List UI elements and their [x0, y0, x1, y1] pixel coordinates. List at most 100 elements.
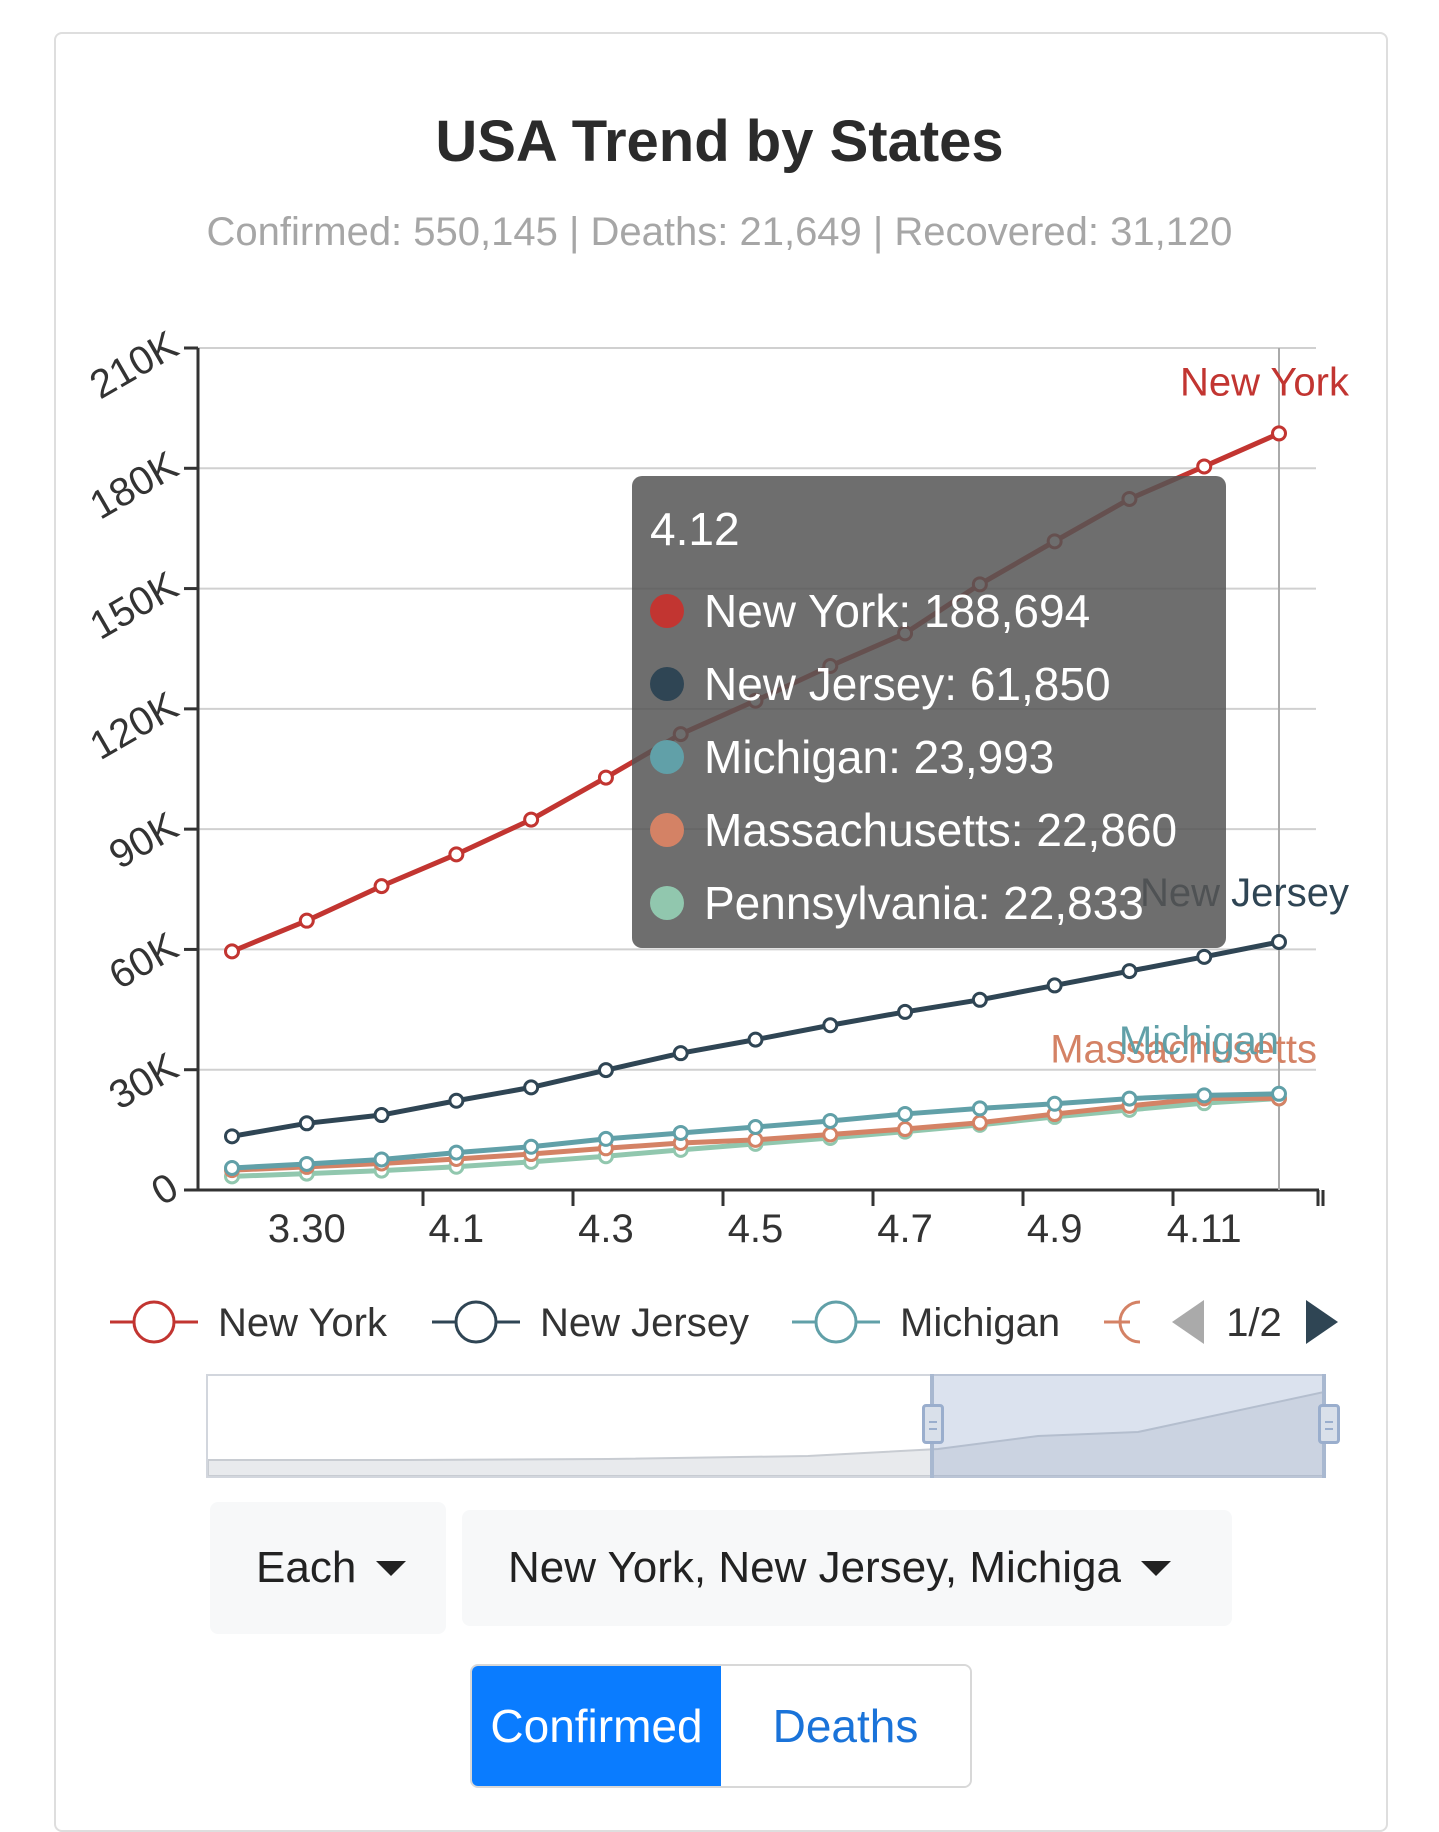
zoom-start-handle[interactable] [922, 1404, 944, 1444]
data-point [1046, 1095, 1063, 1112]
legend-item[interactable]: New Jersey [432, 1300, 749, 1345]
states-dropdown-label: New York, New Jersey, Michiga [508, 1543, 1121, 1592]
data-point [298, 1155, 315, 1172]
data-point [523, 1138, 540, 1155]
legend-item[interactable]: Michigan [792, 1300, 1060, 1345]
series-end-label: Massachusetts [1050, 1027, 1317, 1071]
y-tick-label: 150K [83, 563, 186, 648]
data-point [1196, 1087, 1213, 1104]
series-end-label: New York [1180, 360, 1350, 404]
chart-tooltip: 4.12 New York: 188,694 New Jersey: 61,850… [632, 476, 1226, 948]
data-point [971, 1114, 988, 1131]
data-point [897, 1121, 914, 1138]
legend-marker-partial [1118, 1300, 1141, 1344]
mode-dropdown-label: Each [256, 1543, 357, 1592]
data-point [373, 878, 390, 895]
data-point [1121, 963, 1138, 980]
data-point [822, 1126, 839, 1143]
data-point [1271, 1085, 1287, 1102]
tooltip-row-text: Michigan: 23,993 [704, 730, 1055, 783]
data-zoom-slider[interactable] [206, 1374, 1326, 1478]
data-point [822, 1017, 839, 1034]
data-point [971, 1100, 988, 1117]
caret-down-icon [376, 1560, 407, 1576]
data-point [597, 1062, 614, 1079]
y-tick-label: 180K [83, 443, 186, 528]
mode-dropdown[interactable]: Each [210, 1502, 446, 1634]
tooltip-row: Massachusetts: 22,860 [650, 793, 1226, 866]
data-point [224, 1128, 240, 1145]
data-point [448, 846, 465, 863]
x-tick-label: 3.30 [268, 1207, 346, 1251]
tooltip-row-text: New York: 188,694 [704, 584, 1091, 637]
zoom-end-handle[interactable] [1318, 1404, 1340, 1444]
data-point [897, 1105, 914, 1122]
chart-title: USA Trend by States [435, 109, 1004, 174]
legend-next-page-icon[interactable] [1306, 1300, 1338, 1344]
x-tick-label: 4.5 [728, 1207, 784, 1251]
series-end-label: Michigan [1119, 1019, 1279, 1063]
data-point [747, 1118, 764, 1135]
data-zoom-selection[interactable] [930, 1374, 1326, 1478]
data-point [1121, 1090, 1138, 1107]
tooltip-row-text: Massachusetts: 22,860 [704, 803, 1178, 856]
x-tick-label: 4.3 [578, 1207, 634, 1251]
y-tick-label: 210K [83, 323, 186, 408]
legend-label: New York [218, 1301, 388, 1345]
data-point [597, 769, 614, 786]
y-tick-label: 30K [102, 1044, 186, 1118]
data-point [448, 1144, 465, 1161]
confirmed-button[interactable]: Confirmed [472, 1666, 721, 1786]
data-point [747, 1031, 764, 1048]
x-tick-label: 4.9 [1027, 1207, 1083, 1251]
tooltip-row: Pennsylvania: 22,833 [650, 866, 1226, 939]
tooltip-dot-icon [650, 812, 684, 847]
legend-page-indicator: 1/2 [1226, 1301, 1282, 1345]
chart-subtitle: Confirmed: 550,145 | Deaths: 21,649 | Re… [206, 210, 1233, 254]
data-point [1046, 977, 1063, 994]
data-point [224, 943, 240, 960]
data-point [822, 1112, 839, 1129]
tooltip-dot-icon [650, 593, 684, 628]
tooltip-dot-icon [650, 739, 684, 774]
states-dropdown[interactable]: New York, New Jersey, Michiga [462, 1510, 1232, 1626]
data-point [523, 811, 540, 828]
legend-marker [814, 1300, 858, 1344]
x-tick-label: 4.11 [1167, 1207, 1242, 1251]
data-point [672, 1124, 689, 1141]
legend-item[interactable]: New York [110, 1300, 388, 1345]
y-tick-label: 0 [144, 1165, 185, 1214]
data-point [672, 1045, 689, 1062]
legend-marker [454, 1300, 498, 1344]
x-tick-label: 4.1 [429, 1207, 485, 1251]
legend-label: New Jersey [540, 1301, 749, 1345]
chart-legend: New York New Jersey Michigan 1/2 [110, 1300, 1338, 1345]
deaths-button[interactable]: Deaths [721, 1666, 970, 1786]
data-point [971, 991, 988, 1008]
tooltip-date: 4.12 [650, 503, 740, 555]
metric-toggle[interactable]: Confirmed Deaths [470, 1664, 972, 1788]
legend-marker [132, 1300, 176, 1344]
data-point [448, 1092, 465, 1109]
data-point [298, 1115, 315, 1132]
legend-label: Michigan [900, 1301, 1060, 1345]
data-point [1271, 425, 1287, 442]
data-point [597, 1130, 614, 1147]
y-tick-label: 90K [102, 804, 186, 878]
data-point [373, 1107, 390, 1124]
tooltip-row: New York: 188,694 [650, 574, 1226, 647]
series-michigan [224, 1085, 1287, 1177]
x-tick-label: 4.7 [877, 1207, 933, 1251]
data-point [224, 1160, 240, 1177]
data-point [523, 1079, 540, 1096]
data-point [1271, 934, 1287, 951]
data-point [747, 1131, 764, 1148]
series-new-jersey [224, 934, 1287, 1145]
legend-prev-page-icon[interactable] [1172, 1300, 1204, 1344]
tooltip-dot-icon [650, 885, 684, 920]
data-point [1196, 458, 1213, 475]
data-point [897, 1003, 914, 1020]
data-point [1196, 948, 1213, 965]
caret-down-icon [1140, 1560, 1171, 1576]
